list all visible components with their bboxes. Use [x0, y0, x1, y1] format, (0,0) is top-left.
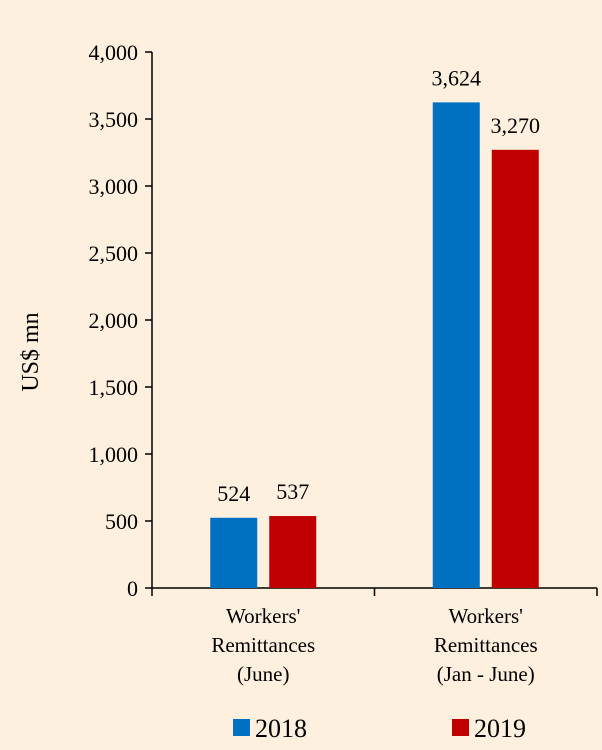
x-category-label: (Jan - June): [437, 662, 535, 686]
y-tick-label: 1,000: [89, 442, 139, 467]
x-category-label: Workers': [226, 604, 300, 628]
legend-swatch-2018: [233, 719, 250, 736]
data-label: 537: [276, 479, 309, 504]
legend-swatch-2019: [452, 719, 469, 736]
y-tick-label: 3,500: [89, 107, 139, 132]
data-label: 3,624: [432, 65, 482, 90]
plot-area: 0 500 1,000 1,500 2,000 2,500 3,000 3,500 4,000 5…: [89, 40, 598, 743]
x-category-label: (June): [237, 662, 289, 686]
x-category-label: Remittances: [211, 633, 315, 657]
bar-2018-2: [432, 102, 480, 588]
y-tick-label: 500: [105, 509, 138, 534]
y-tick-label: 0: [127, 576, 138, 601]
legend-label: 2019: [474, 714, 526, 743]
y-tick-label: 2,500: [89, 241, 139, 266]
y-tick-label: 2,000: [89, 308, 139, 333]
bar-2018-1: [210, 517, 258, 588]
y-tick-label: 4,000: [89, 40, 139, 65]
y-tick-label: 3,000: [89, 174, 139, 199]
data-label: 3,270: [491, 113, 541, 138]
x-category-label: Remittances: [434, 633, 538, 657]
bar-2019-1: [269, 516, 317, 588]
x-category-label: Workers': [449, 604, 523, 628]
y-axis-title: US$ mn: [18, 312, 44, 391]
legend-label: 2018: [255, 714, 307, 743]
y-tick-label: 1,500: [89, 375, 139, 400]
data-label: 524: [217, 481, 250, 506]
bar-2019-2: [491, 149, 539, 588]
